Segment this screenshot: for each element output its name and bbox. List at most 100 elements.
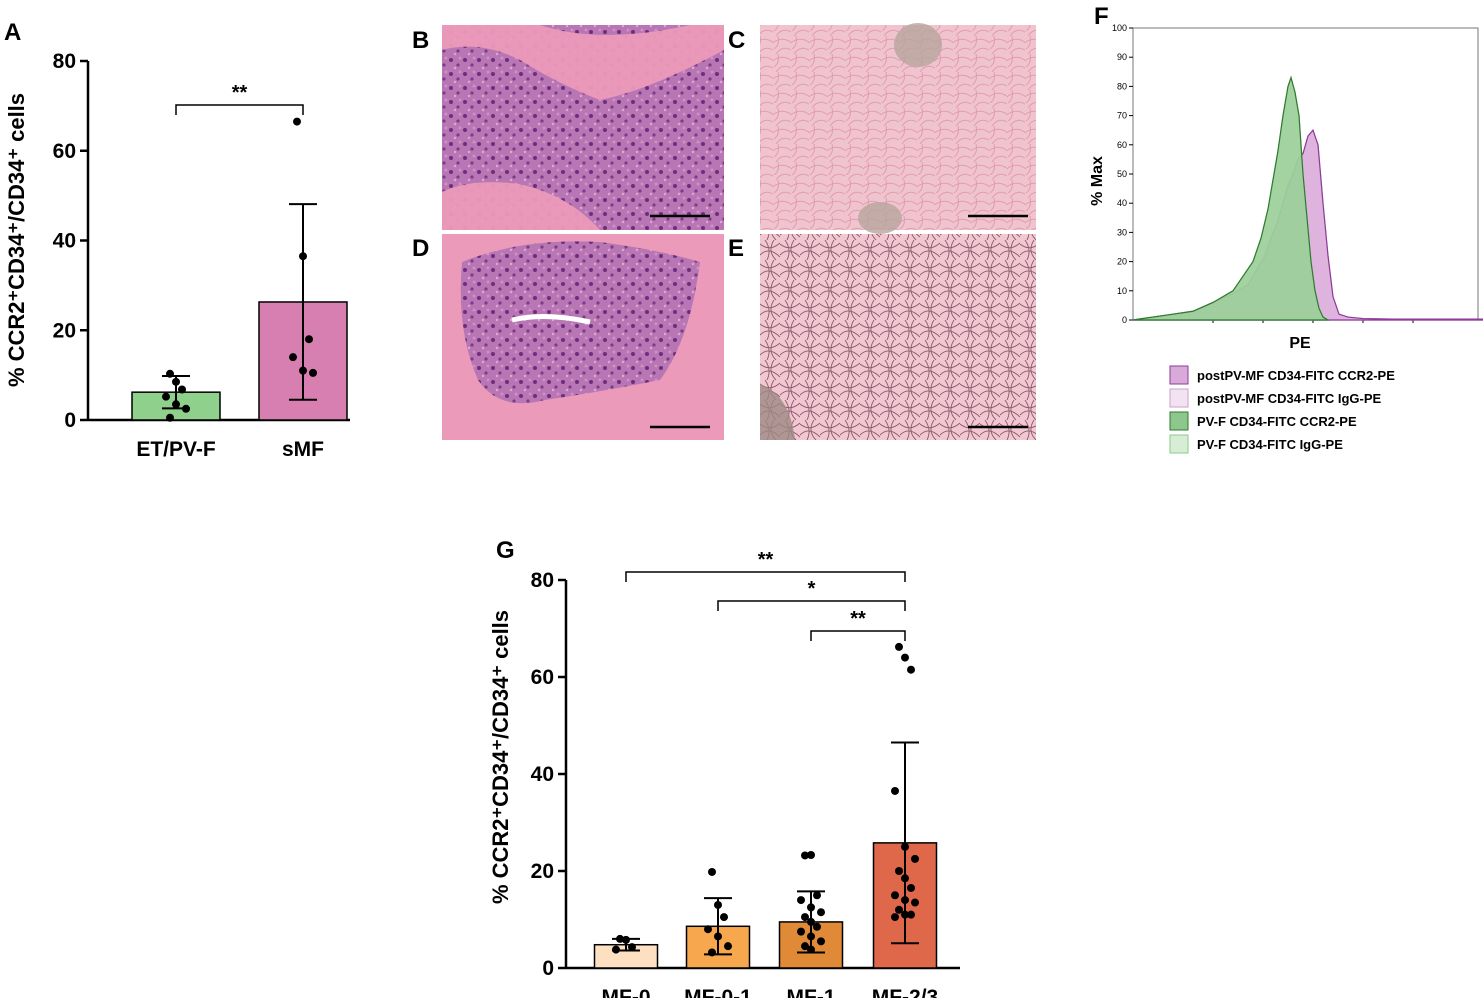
y-tick-label: 90 <box>1117 52 1127 62</box>
panel-a-bar-chart: % CCR2⁺CD34⁺/CD34⁺ cells 0 20 40 60 80 ET/PV-… <box>4 50 350 461</box>
y-tick-label: 30 <box>1117 227 1127 237</box>
data-point <box>807 932 815 941</box>
data-point <box>305 335 313 344</box>
data-point <box>807 917 815 926</box>
data-point <box>807 850 815 859</box>
data-point <box>817 937 825 946</box>
data-point <box>178 385 186 394</box>
legend-label: PV-F CD34-FITC IgG-PE <box>1197 437 1343 452</box>
category-label: MF-0 <box>602 986 651 998</box>
data-point <box>628 943 636 952</box>
data-point <box>708 948 716 957</box>
y-tick-label: 0 <box>64 409 76 432</box>
y-tick-label: 40 <box>53 230 76 253</box>
y-tick-label: 20 <box>1117 257 1127 267</box>
legend-swatch <box>1169 388 1189 408</box>
y-tick-label: 20 <box>53 319 76 342</box>
data-point <box>911 898 919 907</box>
significance-label: ** <box>232 82 248 104</box>
data-point <box>801 851 809 860</box>
data-point <box>309 368 317 377</box>
data-point <box>907 883 915 892</box>
y-tick-label: 40 <box>1117 198 1127 208</box>
panel-g-bar-chart: % CCR2⁺CD34⁺/CD34⁺ cells 0 20 40 60 80 MF-0 MF… <box>488 549 960 998</box>
data-point <box>714 932 722 941</box>
category-label: sMF <box>282 438 324 461</box>
panel-label-d: D <box>412 235 429 262</box>
data-point <box>289 353 297 362</box>
panel-label-f: F <box>1094 3 1109 30</box>
y-tick-label: 40 <box>531 763 554 786</box>
y-tick-label: 60 <box>1117 140 1127 150</box>
data-point <box>895 905 903 914</box>
category-label: MF-0-1 <box>684 986 752 998</box>
data-point <box>724 942 732 951</box>
data-point <box>714 900 722 909</box>
legend-swatch <box>1169 411 1189 431</box>
panel-f-x-axis-title: PE <box>1289 335 1311 352</box>
legend-label: postPV-MF CD34-FITC CCR2-PE <box>1197 368 1395 383</box>
category-label: MF-1 <box>787 986 836 998</box>
legend-label: PV-F CD34-FITC CCR2-PE <box>1197 414 1357 429</box>
panel-label-b: B <box>412 27 429 54</box>
y-tick-label: 60 <box>53 140 76 163</box>
legend-swatch <box>1169 434 1189 454</box>
data-point <box>172 400 180 409</box>
data-point <box>801 913 809 922</box>
data-point <box>162 392 170 401</box>
panel-label-g: G <box>496 537 515 564</box>
data-point <box>907 910 915 919</box>
category-label: MF-2/3 <box>872 986 939 998</box>
data-point <box>807 903 815 912</box>
data-point <box>907 665 915 674</box>
y-tick-label: 80 <box>53 50 76 73</box>
data-point <box>895 867 903 875</box>
panel-g-y-axis-title: % CCR2⁺CD34⁺/CD34⁺ cells <box>488 610 513 904</box>
data-point <box>813 891 821 900</box>
significance-label: ** <box>758 549 774 571</box>
significance-bracket <box>175 104 304 115</box>
data-point <box>901 896 909 905</box>
panel-label-e: E <box>728 235 744 262</box>
data-point <box>622 935 630 944</box>
data-point <box>704 925 712 934</box>
significance-bracket <box>810 630 906 641</box>
panel-f-y-axis-title: % Max <box>1089 156 1106 206</box>
panel-label-a: A <box>4 19 21 46</box>
data-point <box>895 642 903 651</box>
legend-swatch <box>1169 365 1189 385</box>
data-point <box>172 377 180 386</box>
panel-a-y-axis-title: % CCR2⁺CD34⁺/CD34⁺ cells <box>4 93 29 387</box>
data-point <box>901 842 909 851</box>
data-point <box>616 934 624 943</box>
data-point <box>797 896 805 905</box>
y-tick-label: 10 <box>1117 286 1127 296</box>
significance-bracket <box>625 571 906 582</box>
data-point <box>299 366 307 375</box>
panel-f-flow-histogram: % Max PE 0 10 20 30 40 50 60 70 80 90 100 postPV-MF… <box>1089 23 1483 454</box>
data-point <box>807 945 815 954</box>
y-tick-label: 100 <box>1112 23 1127 33</box>
histology-panel-d <box>442 234 724 440</box>
data-point <box>911 854 919 863</box>
histology-panel-c <box>760 23 1036 234</box>
significance-label: ** <box>850 608 866 630</box>
significance-bracket <box>717 600 906 611</box>
data-point <box>708 867 716 876</box>
significance-label: * <box>808 578 816 600</box>
data-point <box>891 786 899 795</box>
data-point <box>901 874 909 883</box>
data-point <box>813 922 821 931</box>
data-point <box>901 910 909 919</box>
histology-panel-e <box>760 234 1036 440</box>
histogram-series <box>1132 75 1331 321</box>
data-point <box>720 913 728 922</box>
y-tick-label: 80 <box>1117 81 1127 91</box>
histology-panel-b <box>442 25 724 230</box>
panel-label-c: C <box>728 27 745 54</box>
data-point <box>166 413 174 422</box>
data-point <box>166 369 174 378</box>
y-tick-label: 0 <box>542 957 554 980</box>
data-point <box>612 945 620 954</box>
